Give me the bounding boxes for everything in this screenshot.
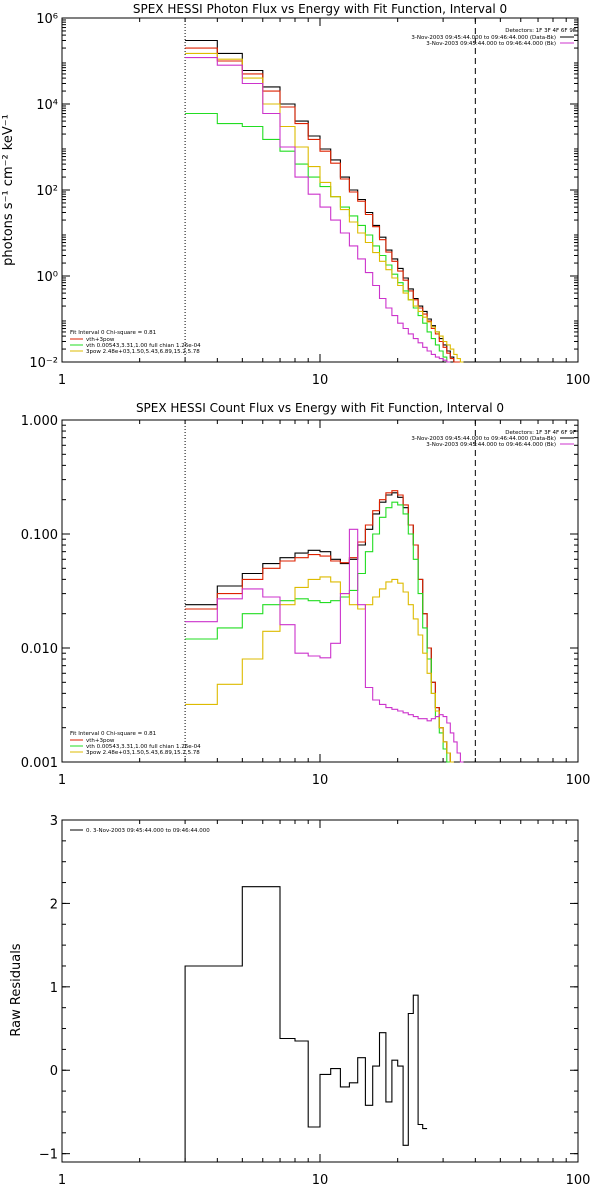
residuals-xtick-label: 100: [566, 1173, 591, 1188]
photon-xtick-label: 1: [58, 373, 66, 388]
photon-flux-panel: SPEX HESSI Photon Flux vs Energy with Fi…: [1, 2, 576, 355]
residuals-ytick-label: −1: [39, 1148, 58, 1163]
photon-series-2-histogram: [185, 112, 451, 363]
photon-series-1-histogram: [185, 47, 461, 363]
count-series-3-histogram: [185, 576, 454, 763]
photon-xtick-label: 100: [566, 373, 591, 388]
residuals-ytick-label: 2: [50, 897, 58, 912]
count-detectors-text: Detectors: 1F 3F 4F 6F 9F: [505, 430, 576, 436]
photon-fit-header: Fit Interval 0 Chi-square = 0.81: [70, 330, 156, 336]
photon-ytick-label: 10⁻²: [29, 356, 58, 371]
count-ytick-label: 0.010: [21, 642, 58, 657]
count-plot-area: 1 10 100 0.001 0.010 0.100 1.000: [21, 414, 591, 788]
count-axes-frame: [61, 419, 579, 763]
count-xtick-label: 1: [58, 773, 66, 788]
photon-series-3-histogram: [185, 52, 464, 363]
photon-legend-0: vth+3pow: [86, 337, 115, 343]
count-series-1-histogram: [185, 490, 454, 763]
count-legend-1: vth 0.00543,3.31,1.00 full chian 1.26e-0…: [86, 744, 201, 750]
count-interval-bk: 3-Nov-2003 09:45:44.000 to 09:46:44.000 …: [426, 442, 556, 448]
count-flux-panel: SPEX HESSI Count Flux vs Energy with Fit…: [70, 401, 576, 756]
photon-series-4-histogram: [185, 57, 451, 363]
residuals-legend-0: 0. 3-Nov-2003 09:45:44.000 to 09:46:44.0…: [86, 828, 210, 834]
count-fit-header: Fit Interval 0 Chi-square = 0.81: [70, 731, 156, 737]
count-xtick-label: 10: [312, 773, 329, 788]
residuals-ytick-label: 0: [50, 1064, 58, 1079]
count-series-4-histogram: [185, 528, 464, 763]
count-legend-0: vth+3pow: [86, 738, 115, 744]
residuals-panel: Raw Residuals 0. 3-Nov-2003 09:45:44.000…: [9, 828, 210, 1037]
count-series-2-histogram: [185, 501, 451, 763]
residuals-series-0-histogram: [184, 886, 428, 1162]
count-ytick-label: 0.100: [21, 528, 58, 543]
residuals-ytick-label: 1: [50, 981, 58, 996]
count-ytick-label: 1.000: [21, 414, 58, 429]
residuals-xtick-label: 1: [58, 1173, 66, 1188]
photon-ytick-label: 10⁴: [36, 98, 58, 113]
photon-panel-title: SPEX HESSI Photon Flux vs Energy with Fi…: [133, 2, 507, 16]
residuals-xtick-label: 10: [312, 1173, 329, 1188]
photon-legend-1: vth 0.00543,3.31,1.00 full chian 1.26e-0…: [86, 343, 201, 349]
count-xtick-label: 100: [566, 773, 591, 788]
photon-axes-frame: [61, 17, 579, 363]
photon-ytick-label: 10⁶: [36, 12, 58, 27]
count-panel-title: SPEX HESSI Count Flux vs Energy with Fit…: [136, 401, 504, 415]
photon-plot-area: 1 10 100 10⁻² 10⁰ 10² 10⁴ 10⁶: [29, 12, 590, 388]
photon-ytick-label: 10⁰: [36, 270, 58, 285]
residuals-ytick-label: 3: [50, 814, 58, 829]
photon-detectors-text: Detectors: 1F 3F 4F 6F 9F: [505, 28, 576, 34]
count-legend-2: 3pow 2.48e+03,1.50,5.43,6.89,15.2,5.78: [86, 750, 200, 756]
residuals-ylabel: Raw Residuals: [9, 943, 24, 1036]
photon-series-0-histogram: [185, 39, 461, 363]
photon-ytick-label: 10²: [36, 184, 58, 199]
residuals-plot-area: 1 10 100 −1 0 1 2 3: [39, 814, 591, 1188]
photon-xtick-label: 10: [312, 373, 329, 388]
photon-panel-ylabel: photons s⁻¹ cm⁻² keV⁻¹: [1, 114, 16, 266]
photon-interval-bk: 3-Nov-2003 09:45:44.000 to 09:46:44.000 …: [426, 41, 556, 47]
count-ytick-label: 0.001: [21, 756, 58, 771]
photon-legend-2: 3pow 2.48e+03,1.50,5.43,6.89,15.2,5.78: [86, 349, 200, 355]
photon-interval-data: 3-Nov-2003 09:45:44.000 to 09:46:44.000 …: [411, 35, 556, 41]
count-interval-data: 3-Nov-2003 09:45:44.000 to 09:46:44.000 …: [411, 436, 556, 442]
